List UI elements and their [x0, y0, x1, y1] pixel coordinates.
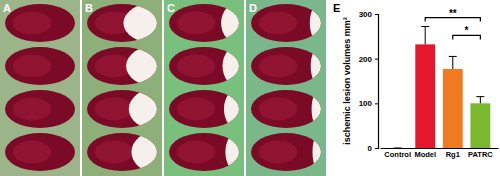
- x-tick-label: Model: [414, 150, 436, 159]
- infarct-area: [310, 2, 332, 44]
- x-tick-label: Control: [384, 150, 411, 159]
- error-bar: [476, 97, 484, 104]
- error-cap: [449, 56, 457, 57]
- brain-slice: [5, 47, 75, 85]
- y-tick-mark: [375, 14, 378, 15]
- x-tick: PATRC: [468, 148, 493, 159]
- brain-slice: [251, 90, 321, 128]
- x-tick: Model: [414, 148, 436, 159]
- y-tick: 100: [359, 99, 378, 108]
- slice-shade: [13, 55, 52, 78]
- x-tick-label: Rg1: [446, 150, 460, 159]
- slice-shade: [95, 141, 134, 164]
- x-tick: Control: [384, 148, 411, 159]
- brain-slice: [5, 4, 75, 42]
- bar: [470, 103, 490, 148]
- slice-shade: [13, 141, 52, 164]
- plot-area: [394, 27, 491, 148]
- y-tick: 200: [359, 55, 378, 64]
- y-tick: 300: [359, 10, 378, 19]
- panel-label: C: [167, 2, 175, 14]
- error-line: [425, 27, 426, 45]
- infarct-area: [311, 45, 332, 87]
- slice-shade: [177, 98, 216, 121]
- slice-shade: [13, 98, 52, 121]
- significance-label: *: [465, 25, 469, 36]
- infarct-area: [312, 131, 329, 173]
- panel-label: A: [3, 2, 11, 14]
- bar: [415, 44, 435, 148]
- y-axis: 0 100 200 300: [359, 10, 379, 153]
- slice-shade: [259, 55, 298, 78]
- y-tick-label: 0: [368, 144, 373, 153]
- photo-panel: [164, 0, 257, 176]
- error-cap: [421, 26, 429, 27]
- panel-label: D: [249, 2, 257, 14]
- brain-slice: [5, 90, 75, 128]
- error-bar: [449, 56, 457, 69]
- slice-shade: [95, 98, 134, 121]
- x-tick: Rg1: [446, 148, 460, 159]
- photo-panel: [246, 0, 332, 176]
- y-axis-title: ischemic lesion volumes mm³: [342, 17, 352, 145]
- photo-panel: [0, 0, 80, 176]
- y-tick-mark: [375, 59, 378, 60]
- y-tick-label: 100: [359, 99, 373, 108]
- error-line: [480, 97, 481, 104]
- slice-shade: [177, 55, 216, 78]
- significance-bracket: *: [453, 25, 481, 39]
- slice-shade: [177, 141, 216, 164]
- slice-shade: [259, 98, 298, 121]
- significance-label: **: [449, 8, 457, 19]
- error-cap: [394, 148, 402, 149]
- infarct-area: [312, 88, 331, 130]
- slice-shade: [259, 141, 298, 164]
- y-tick-mark: [375, 103, 378, 104]
- photo-background: [0, 0, 80, 176]
- y-axis-line: [375, 15, 379, 149]
- bar: [388, 148, 408, 149]
- significance-bracket: **: [425, 8, 480, 22]
- bar: [443, 69, 463, 148]
- brain-slice: [251, 133, 321, 171]
- slice-shade: [259, 12, 298, 35]
- y-tick-label: 300: [359, 10, 373, 19]
- x-tick-label: PATRC: [468, 150, 493, 159]
- slice-shade: [177, 12, 216, 35]
- brain-slice: [5, 133, 75, 171]
- error-bar: [394, 148, 402, 149]
- x-axis-line: [381, 148, 499, 149]
- panel-label: E: [333, 2, 340, 14]
- error-cap: [476, 96, 484, 97]
- y-tick: 0: [368, 144, 378, 153]
- brain-slice: [251, 47, 321, 85]
- y-tick-mark: [375, 148, 378, 149]
- panel-label: B: [85, 2, 93, 14]
- error-line: [452, 56, 453, 69]
- error-bar: [421, 27, 429, 45]
- slice-shade: [13, 12, 52, 35]
- figure: A B C D E 0 100 200 300 ControlModel Rg1 PATRC ische…: [0, 0, 500, 176]
- x-axis: ControlModel Rg1 PATRC: [381, 148, 499, 159]
- y-tick-label: 200: [359, 55, 373, 64]
